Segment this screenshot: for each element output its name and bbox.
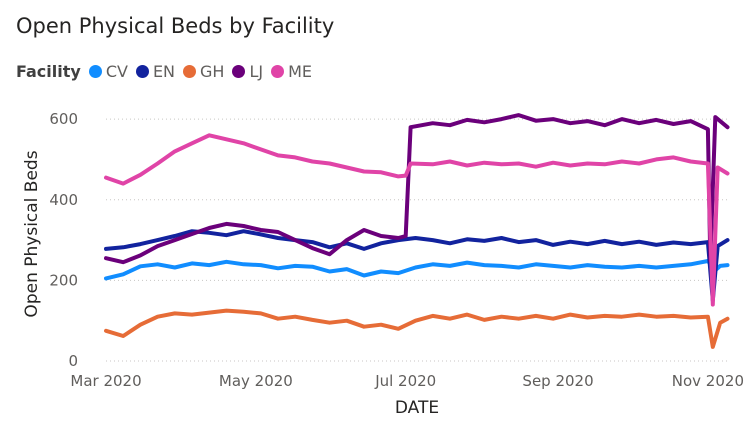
legend-dot bbox=[135, 65, 149, 78]
legend-item-cv[interactable]: CV bbox=[88, 62, 128, 81]
legend-dot bbox=[271, 65, 285, 78]
legend-items: CV EN GH LJ ME bbox=[88, 62, 320, 81]
legend-item-en[interactable]: EN bbox=[135, 62, 176, 81]
series-line-cv bbox=[104, 259, 730, 281]
legend-item-lj[interactable]: LJ bbox=[232, 62, 263, 81]
legend-item-gh[interactable]: GH bbox=[183, 62, 224, 81]
legend-dot bbox=[232, 65, 246, 78]
y-axis-title: Open Physical Beds bbox=[22, 150, 42, 317]
legend-label: GH bbox=[200, 62, 225, 81]
x-tick-label: Jul 2020 bbox=[374, 372, 436, 390]
legend-title: Facility bbox=[16, 62, 81, 81]
legend-dot bbox=[183, 65, 197, 78]
legend-label: EN bbox=[152, 62, 176, 81]
series-lines bbox=[104, 113, 730, 349]
series-line-lj bbox=[104, 113, 730, 265]
y-tick-label: 400 bbox=[49, 191, 78, 209]
x-axis: Mar 2020 May 2020 Jul 2020 Sep 2020 Nov 2020 bbox=[70, 372, 744, 390]
series-line-me bbox=[104, 133, 730, 307]
x-tick-label: Nov 2020 bbox=[672, 372, 744, 390]
legend: Facility CV EN GH LJ ME bbox=[16, 62, 320, 81]
legend-label: ME bbox=[288, 62, 313, 81]
x-tick-label: May 2020 bbox=[219, 372, 293, 390]
series-line-en bbox=[104, 229, 730, 303]
x-tick-label: Sep 2020 bbox=[522, 372, 593, 390]
legend-label: CV bbox=[105, 62, 128, 81]
y-tick-label: 200 bbox=[49, 271, 78, 289]
y-tick-label: 600 bbox=[49, 110, 78, 128]
series-line-gh bbox=[104, 308, 730, 349]
y-axis: 0 200 400 600 bbox=[49, 110, 78, 370]
x-axis-title: DATE bbox=[395, 398, 439, 418]
legend-label: LJ bbox=[249, 62, 264, 81]
chart-title: Open Physical Beds by Facility bbox=[16, 14, 335, 38]
legend-item-me[interactable]: ME bbox=[271, 62, 312, 81]
y-tick-label: 0 bbox=[68, 352, 78, 370]
legend-dot bbox=[88, 65, 102, 78]
x-tick-label: Mar 2020 bbox=[70, 372, 141, 390]
